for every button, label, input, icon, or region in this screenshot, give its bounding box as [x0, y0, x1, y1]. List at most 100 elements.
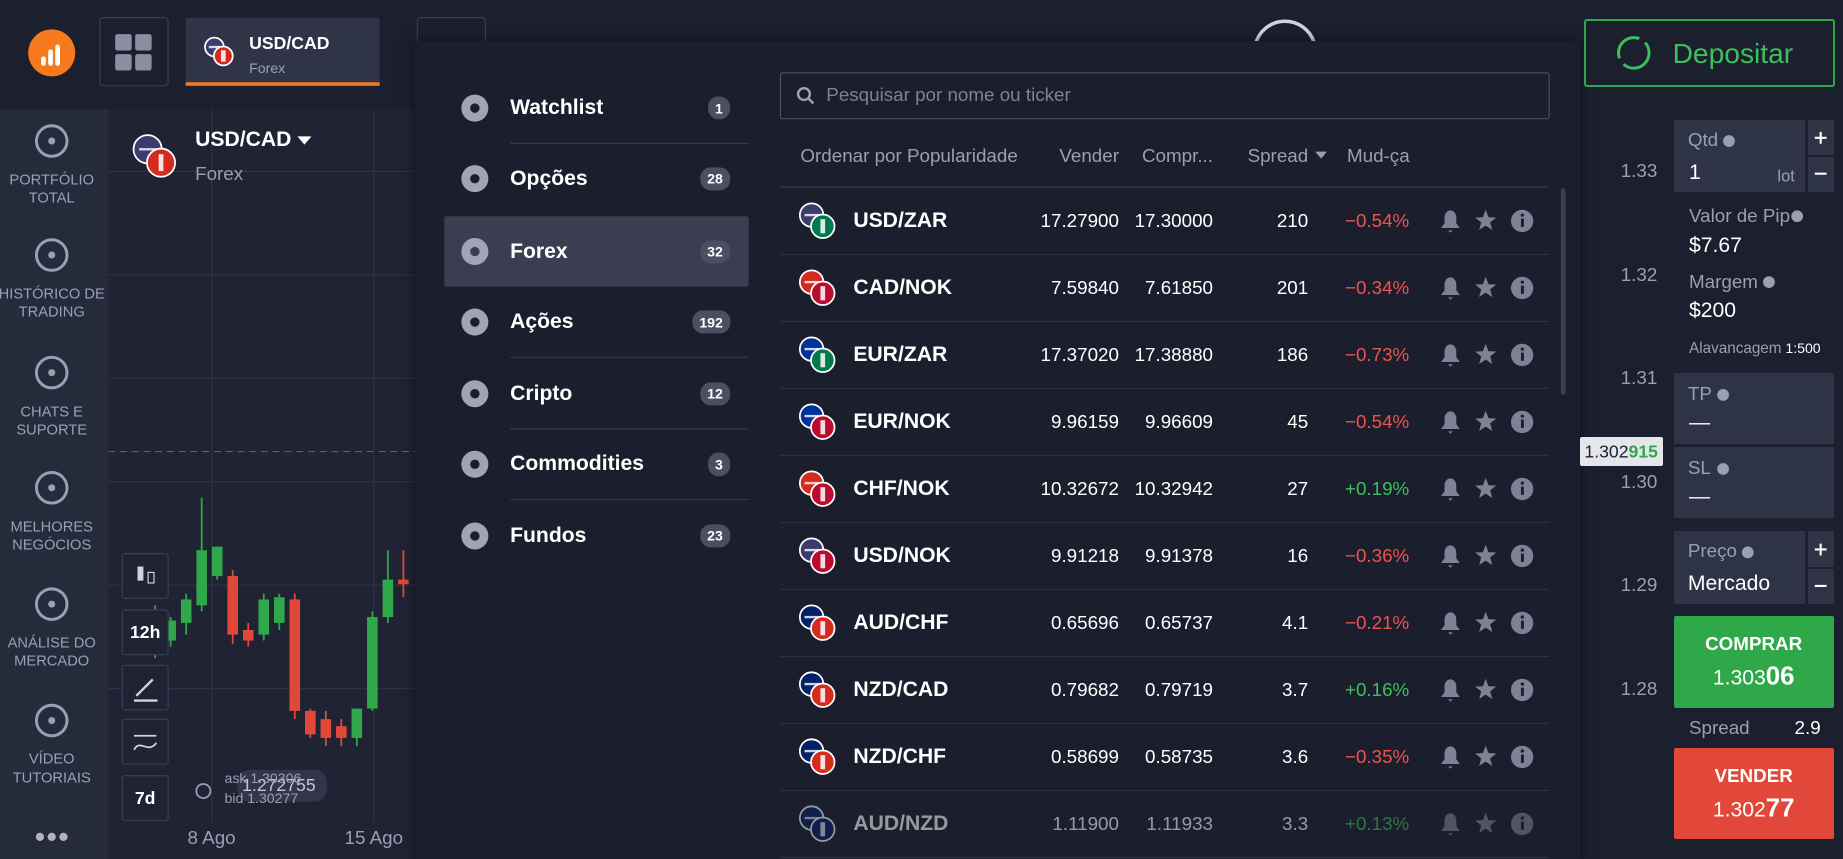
sidebar-item[interactable]	[34, 238, 69, 272]
x-tick-label: 8 Ago	[187, 827, 236, 849]
row-graphics	[798, 738, 1534, 775]
help-icon	[1791, 210, 1804, 223]
alert-button[interactable]	[1441, 277, 1460, 300]
buy-button[interactable]	[1673, 615, 1834, 708]
y-tick-label: 1.33	[1620, 160, 1658, 182]
logo-bar	[41, 56, 46, 66]
spread: 27	[1287, 478, 1309, 500]
chart-tool-button[interactable]	[121, 718, 169, 765]
watchlist-button[interactable]	[1475, 276, 1497, 298]
asset-dropdown-arrow[interactable]	[297, 136, 312, 145]
flag-stripe	[208, 45, 221, 49]
menu-icon-inner	[470, 389, 480, 399]
watchlist-button[interactable]	[1475, 343, 1497, 365]
row-graphics	[798, 604, 1534, 641]
flag-stripe	[804, 682, 819, 686]
column-header[interactable]: Ordenar por Popularidade	[800, 145, 1018, 167]
watchlist-button[interactable]	[1475, 410, 1497, 432]
asset-tab[interactable]	[185, 17, 380, 86]
menu-item-label[interactable]: Commodities	[510, 452, 645, 476]
chart-asset-market: Forex	[195, 163, 244, 185]
more-dot[interactable]	[59, 832, 68, 841]
alert-button[interactable]	[1441, 679, 1460, 702]
sidebar-item[interactable]	[34, 471, 69, 505]
column-header[interactable]: Spread	[1247, 145, 1309, 167]
change: +0.16%	[1345, 679, 1410, 701]
column-header[interactable]: Compr...	[1141, 145, 1213, 167]
more-dot[interactable]	[47, 832, 56, 841]
more-dot[interactable]	[35, 832, 45, 841]
sidebar-item[interactable]	[34, 355, 69, 390]
field-label: TP	[1687, 382, 1712, 404]
sell-label: VENDER	[1714, 764, 1793, 786]
row-graphics	[798, 269, 1534, 306]
spread: 4.1	[1282, 612, 1309, 634]
alert-button[interactable]	[1441, 545, 1460, 568]
sidebar-label: VÍDEO	[28, 752, 75, 769]
candle-body	[227, 576, 239, 635]
column-header[interactable]: Mud-ça	[1346, 145, 1410, 167]
apps-button[interactable]	[99, 17, 169, 87]
info-value: $200	[1689, 299, 1737, 323]
sell-button[interactable]	[1673, 747, 1834, 840]
x-tick-label: 15 Ago	[344, 827, 404, 849]
chart-tool-button[interactable]	[121, 609, 169, 656]
help-icon	[1741, 546, 1754, 559]
column-header[interactable]: Vender	[1059, 145, 1119, 167]
sidebar-icon-dot	[48, 251, 56, 259]
watchlist-button[interactable]	[1475, 678, 1497, 700]
watchlist-button[interactable]	[1475, 209, 1497, 231]
timeframe-label: 7d	[134, 787, 156, 808]
help-icon	[1717, 463, 1729, 475]
watchlist-button[interactable]	[1475, 745, 1497, 766]
watchlist-button[interactable]	[1475, 611, 1497, 633]
row-graphics	[798, 202, 1534, 239]
search-placeholder[interactable]: Pesquisar por nome ou ticker	[826, 84, 1071, 106]
buy-price: 17.38880	[1134, 344, 1213, 366]
alert-button[interactable]	[1441, 344, 1460, 367]
menu-item-label[interactable]: Ações	[510, 309, 574, 333]
price-field[interactable]	[1673, 531, 1806, 605]
sidebar-item[interactable]	[34, 703, 69, 738]
asset-tab-market: Forex	[249, 60, 286, 77]
chart-tool-button[interactable]	[121, 775, 169, 822]
sidebar-item[interactable]	[34, 587, 69, 621]
watchlist-button[interactable]	[1475, 544, 1497, 566]
alert-button[interactable]	[1441, 612, 1460, 635]
menu-item-label[interactable]: Watchlist	[510, 95, 604, 119]
candle-body	[180, 599, 192, 623]
sell-price: 7.59840	[1051, 277, 1119, 299]
buy-price: 7.61850	[1145, 277, 1213, 299]
flag-stripe	[820, 554, 826, 569]
alert-button[interactable]	[1441, 210, 1460, 233]
row-graphics	[798, 671, 1534, 708]
chart-tool-button[interactable]	[121, 553, 169, 599]
menu-item-label[interactable]: Cripto	[510, 381, 573, 405]
deposit-button[interactable]	[1584, 18, 1835, 87]
menu-item-label[interactable]: Fundos	[510, 523, 587, 547]
alert-button[interactable]	[1441, 411, 1460, 434]
candle-body	[336, 726, 347, 738]
alert-button[interactable]	[1441, 746, 1460, 769]
tp-field[interactable]	[1673, 372, 1834, 445]
candle-body	[165, 620, 176, 641]
sell-price: 17.27900	[1040, 210, 1119, 232]
quantity-field[interactable]	[1673, 119, 1806, 192]
watchlist-button[interactable]	[1475, 477, 1497, 499]
sidebar-item[interactable]	[34, 124, 69, 158]
alert-button[interactable]	[1441, 478, 1460, 501]
watchlist-button[interactable]	[1475, 812, 1497, 833]
menu-item-label[interactable]: Opções	[510, 166, 588, 190]
chart-asset-name[interactable]: USD/CAD	[195, 127, 292, 151]
search-box[interactable]	[779, 72, 1550, 120]
sl-field[interactable]	[1673, 446, 1834, 519]
menu-item-label[interactable]: Forex	[510, 239, 568, 263]
tool-candle-icon	[147, 571, 155, 584]
current-price-tag	[1579, 437, 1664, 466]
menu-item-count: 28	[700, 167, 730, 191]
change: +0.19%	[1345, 478, 1410, 500]
alert-button[interactable]	[1441, 813, 1460, 836]
flag-stripe	[820, 487, 826, 502]
